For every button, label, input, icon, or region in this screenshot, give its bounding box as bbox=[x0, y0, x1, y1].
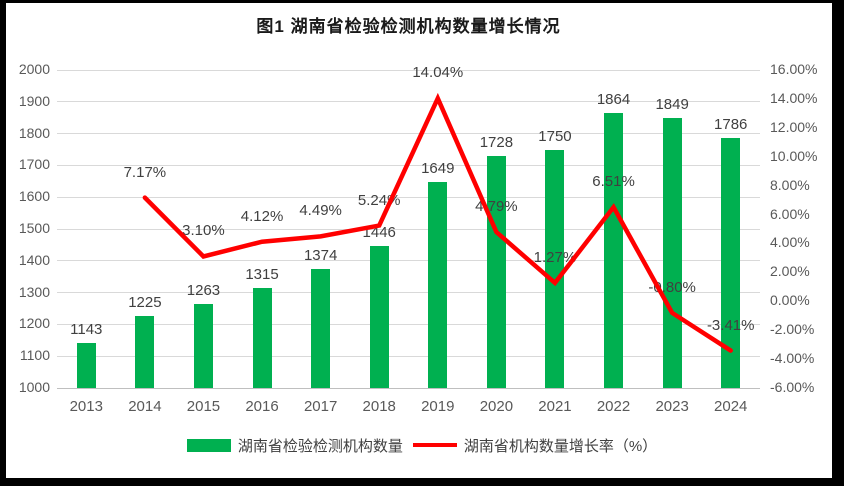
growth-rate-line bbox=[142, 92, 733, 353]
bar bbox=[369, 246, 389, 388]
bar-value-label: 1864 bbox=[596, 91, 631, 109]
legend-bar-swatch bbox=[186, 438, 231, 452]
right-axis-tick-label: 0.00% bbox=[770, 292, 810, 309]
bar-value-label: 1315 bbox=[245, 265, 279, 283]
x-axis-tick-label: 2020 bbox=[479, 398, 514, 415]
bar-value-label: 1649 bbox=[421, 159, 455, 177]
bar-value-label: 1849 bbox=[655, 96, 689, 114]
bar bbox=[193, 304, 213, 388]
x-axis-tick-label: 2014 bbox=[128, 398, 162, 415]
right-axis-tick-label: 14.00% bbox=[770, 89, 818, 106]
x-axis-tick-label: 2019 bbox=[421, 398, 455, 415]
line-point-label: 4.49% bbox=[299, 202, 342, 220]
gridline bbox=[57, 355, 760, 357]
left-axis-tick-label: 1200 bbox=[18, 315, 50, 332]
gridline bbox=[57, 228, 760, 230]
bar-value-label: 1225 bbox=[128, 294, 162, 312]
left-axis-tick-label: 1400 bbox=[18, 251, 50, 268]
bar bbox=[604, 113, 624, 388]
x-axis-tick-label: 2015 bbox=[186, 398, 221, 415]
left-axis-tick-label: 1800 bbox=[18, 124, 50, 141]
legend-bar-label: 湖南省检验检测机构数量 bbox=[237, 437, 403, 455]
gridline bbox=[57, 260, 760, 262]
line-point-label: 7.17% bbox=[123, 163, 167, 181]
right-axis-tick-label: -6.00% bbox=[770, 379, 815, 395]
bar bbox=[135, 316, 155, 388]
right-axis-tick-label: 12.00% bbox=[770, 118, 818, 135]
line-point-label: 3.10% bbox=[182, 222, 225, 240]
right-axis-tick-label: -4.00% bbox=[770, 350, 815, 367]
right-axis-tick-label: 10.00% bbox=[770, 147, 818, 164]
left-axis-tick-label: 2000 bbox=[18, 61, 50, 77]
gridline bbox=[57, 69, 760, 71]
legend-item-line: 湖南省机构数量增长率（%） bbox=[412, 435, 658, 456]
gridline bbox=[57, 133, 760, 135]
right-axis-tick-label: 2.00% bbox=[770, 263, 810, 280]
x-axis-tick-label: 2023 bbox=[655, 398, 689, 415]
bar-value-label: 1728 bbox=[479, 134, 514, 152]
x-axis-tick-label: 2021 bbox=[538, 398, 572, 415]
right-axis-tick-label: 16.00% bbox=[770, 61, 818, 77]
gridline bbox=[57, 323, 760, 325]
bar-value-label: 1374 bbox=[303, 247, 338, 265]
x-axis-tick-label: 2013 bbox=[69, 398, 103, 415]
left-axis-tick-label: 1700 bbox=[18, 156, 50, 173]
legend-line-swatch bbox=[412, 443, 457, 447]
left-axis-tick-label: 1100 bbox=[19, 347, 50, 364]
line-point-label: -3.41% bbox=[706, 316, 755, 334]
right-axis-tick-label: 4.00% bbox=[770, 234, 810, 251]
right-axis-tick-label: 6.00% bbox=[770, 205, 810, 222]
x-axis-tick-label: 2016 bbox=[245, 398, 279, 415]
line-point-label: 6.51% bbox=[592, 173, 635, 191]
gridline bbox=[57, 196, 760, 198]
legend-line-label: 湖南省机构数量增长率（%） bbox=[463, 437, 658, 455]
bar-value-label: 1143 bbox=[70, 320, 103, 338]
line-point-label: 14.04% bbox=[412, 64, 464, 82]
left-axis-tick-label: 1000 bbox=[18, 379, 50, 395]
x-axis-tick-label: 2024 bbox=[714, 398, 748, 415]
x-axis-tick-label: 2022 bbox=[596, 398, 631, 415]
chart-title: 图1 湖南省检验检测机构数量增长情况 bbox=[256, 17, 561, 36]
legend: 湖南省检验检测机构数量 湖南省机构数量增长率（%） bbox=[0, 434, 844, 456]
gridline bbox=[57, 101, 760, 103]
line-point-label: 4.12% bbox=[240, 207, 284, 225]
chart-canvas bbox=[6, 3, 832, 478]
bar bbox=[428, 181, 448, 388]
line-point-label: 1.27% bbox=[533, 248, 577, 266]
bar-value-label: 1263 bbox=[186, 282, 221, 300]
right-axis-tick-label: 8.00% bbox=[770, 176, 810, 193]
right-axis-tick-label: -2.00% bbox=[770, 321, 815, 338]
bar bbox=[662, 118, 682, 388]
left-axis-tick-label: 1500 bbox=[18, 220, 50, 236]
x-axis-tick-label: 2017 bbox=[303, 398, 338, 415]
bar bbox=[721, 138, 741, 388]
bar-value-label: 1786 bbox=[714, 116, 748, 134]
gridline bbox=[57, 387, 760, 389]
gridline bbox=[57, 292, 760, 294]
bar bbox=[76, 342, 96, 388]
left-axis-tick-label: 1600 bbox=[18, 188, 50, 205]
bar-value-label: 1750 bbox=[538, 127, 572, 145]
bar bbox=[311, 269, 331, 388]
bar bbox=[486, 156, 506, 388]
legend-item-bars: 湖南省检验检测机构数量 bbox=[186, 435, 403, 456]
x-axis-tick-label: 2018 bbox=[362, 398, 396, 415]
bar bbox=[252, 287, 272, 388]
bar bbox=[545, 149, 565, 388]
left-axis-tick-label: 1300 bbox=[18, 283, 50, 300]
left-axis-tick-label: 1900 bbox=[18, 92, 50, 109]
